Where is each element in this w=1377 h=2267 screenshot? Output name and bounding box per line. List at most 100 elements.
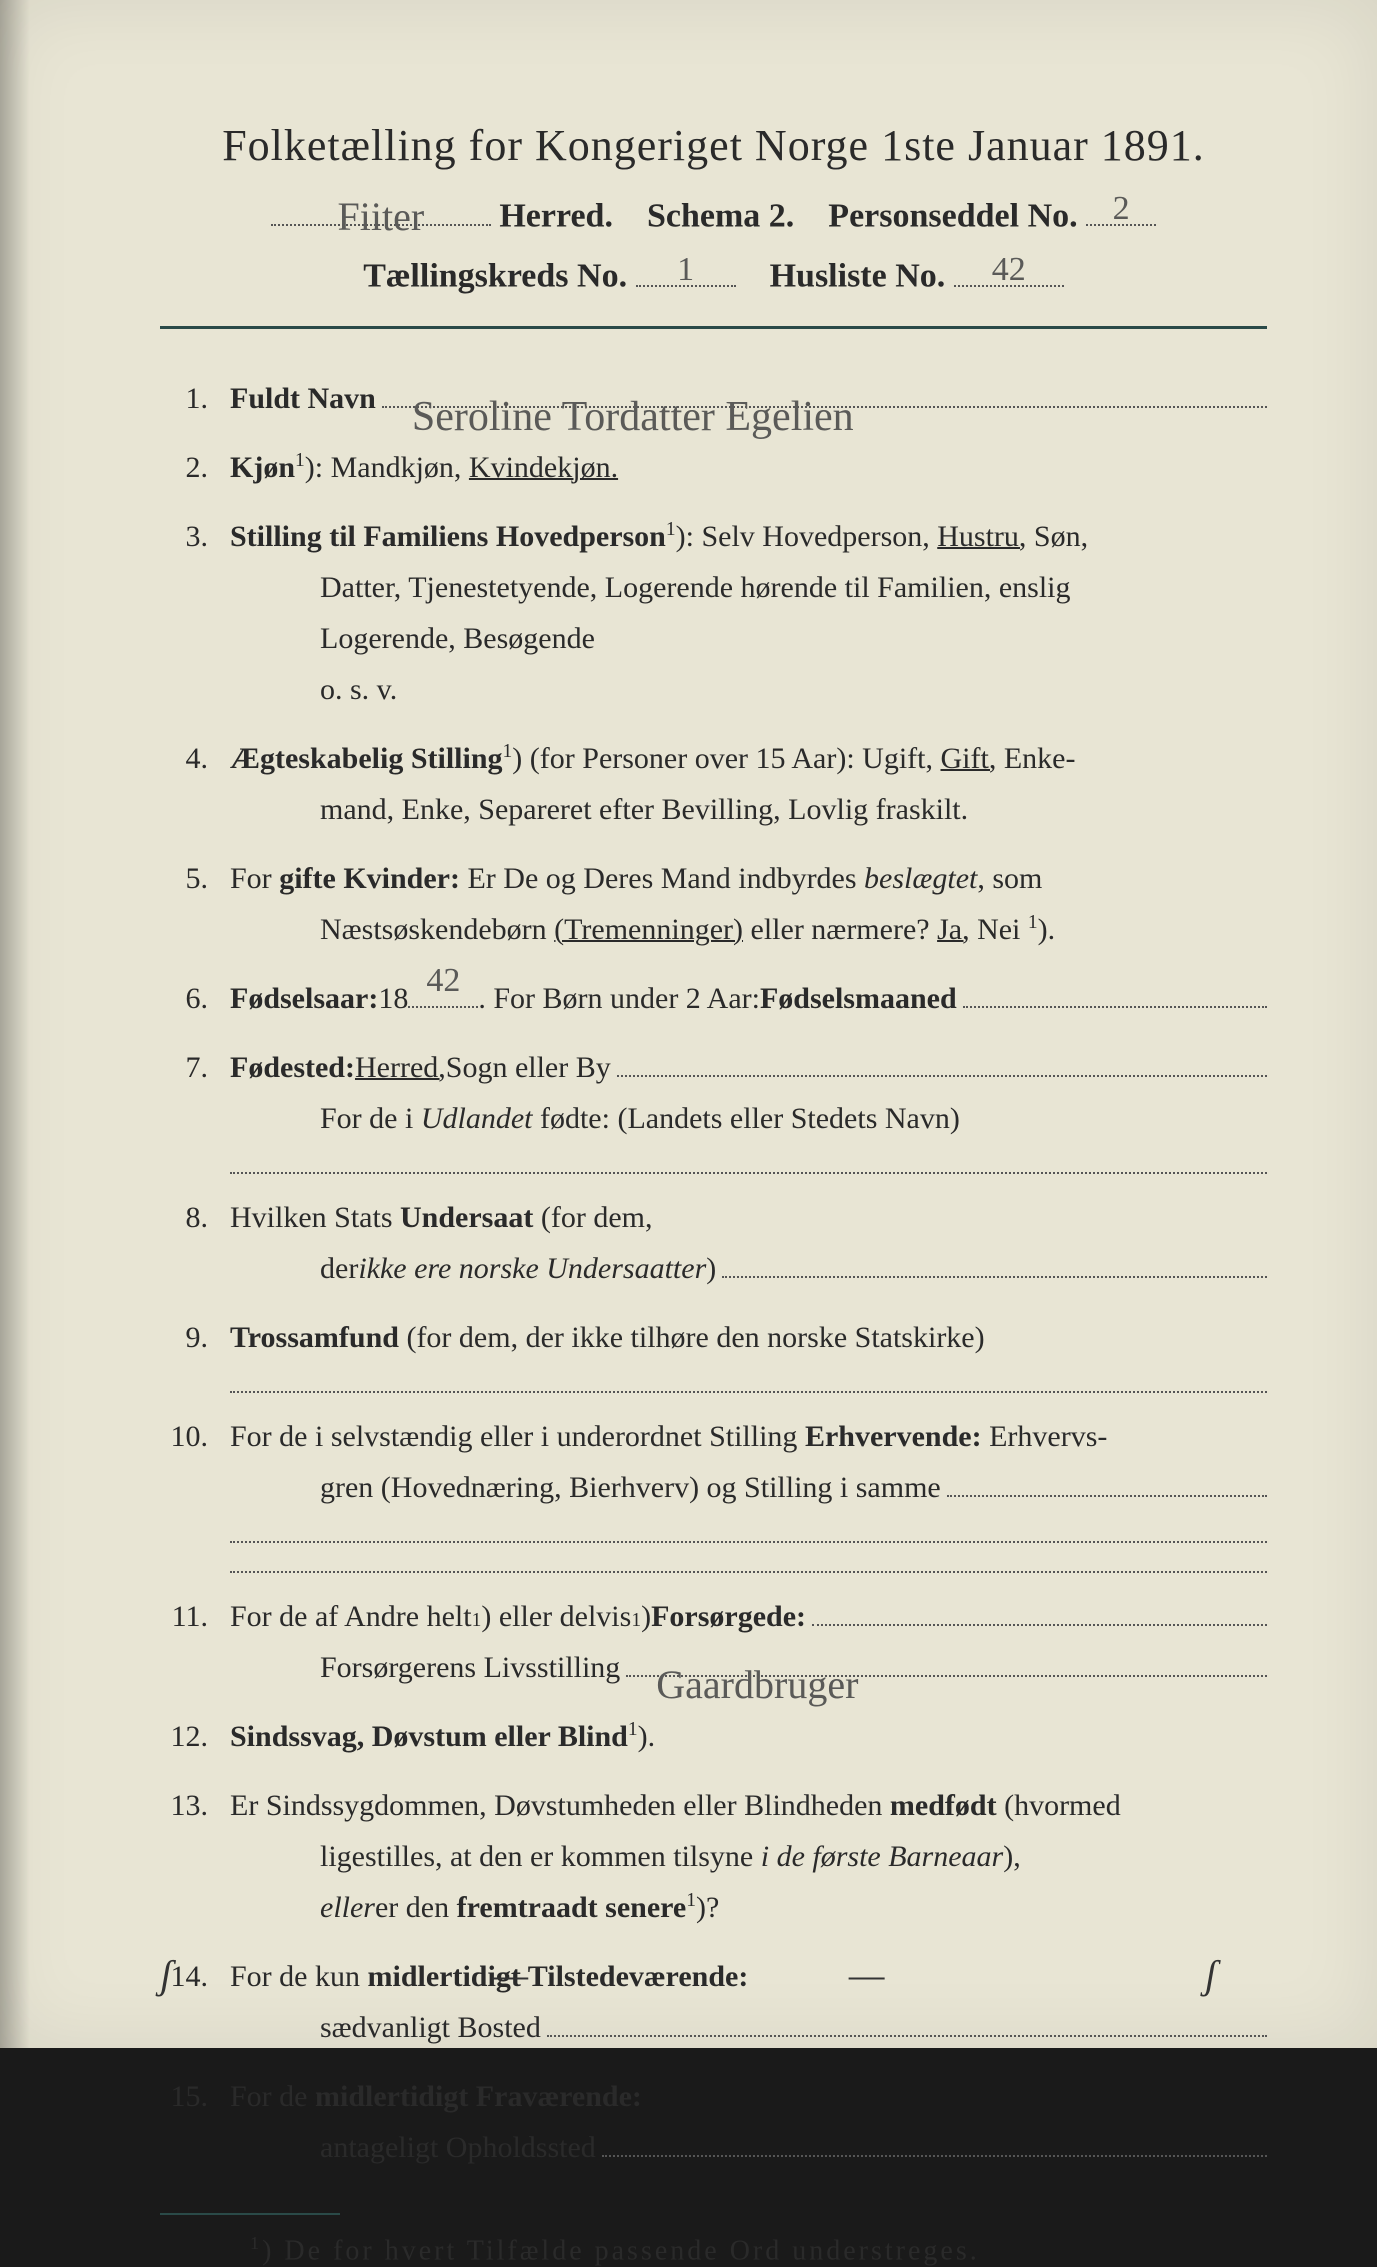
text: (for dem,: [533, 1201, 652, 1234]
text: ): Mandkjøn,: [305, 451, 469, 484]
header-line-2: Fiiter Herred. Schema 2. Personseddel No…: [160, 189, 1267, 235]
text: ): Selv Hovedperson,: [676, 520, 938, 553]
item-num: 8.: [160, 1192, 230, 1294]
text: Enke-: [996, 742, 1075, 775]
selected-option: Kvindekjøn.: [469, 451, 618, 484]
item-num: 5.: [160, 853, 230, 955]
text: . For Børn under 2 Aar:: [478, 973, 760, 1024]
item-num: 12.: [160, 1711, 230, 1762]
mark-icon: —: [849, 1951, 885, 1998]
provider-value: Gaardbruger: [656, 1651, 858, 1683]
text: Logerende, Besøgende: [230, 613, 1267, 664]
text: Er De og Deres Mand indbyrdes: [460, 862, 864, 895]
bold-text: Forsørgede:: [651, 1591, 806, 1642]
item-label: Kjøn: [230, 451, 295, 484]
item-label: Fuldt Navn: [230, 373, 376, 424]
text: For: [230, 862, 279, 895]
item-7: 7. Fødested: Herred, Sogn eller By For d…: [160, 1042, 1267, 1174]
item-num: 9.: [160, 1312, 230, 1393]
bold-text: medfødt: [890, 1789, 997, 1822]
item-label: Stilling til Familiens Hovedperson: [230, 520, 666, 553]
dotted-line: [230, 1144, 1267, 1174]
name-value: Seroline Tordatter Egelien: [412, 382, 854, 414]
text: Er Sindssygdommen, Døvstumheden eller Bl…: [230, 1789, 890, 1822]
item-6: 6. Fødselsaar: 1842. For Børn under 2 Aa…: [160, 973, 1267, 1024]
bold-text: gifte Kvinder:: [279, 862, 460, 895]
person-no-value: 2: [1113, 190, 1130, 228]
item-num: 15.: [160, 2071, 230, 2173]
sup: 1: [503, 741, 513, 762]
item-num: 13.: [160, 1780, 230, 1933]
person-no-field: 2: [1086, 189, 1156, 226]
sup: 1: [472, 1604, 482, 1637]
bold-text: midlertidigt Fraværende:: [315, 2080, 642, 2113]
item-num: 3.: [160, 511, 230, 715]
dotted-line: [230, 1543, 1267, 1573]
text: Nei: [970, 913, 1028, 946]
item-10: 10. For de i selvstændig eller i underor…: [160, 1411, 1267, 1573]
herred-label: Herred.: [499, 197, 613, 234]
footnote-sup: 1: [250, 2233, 262, 2253]
underlined-text: (Tremenninger): [554, 913, 743, 946]
scan-marks: ʃ — — ʃ: [0, 1951, 1377, 1998]
item-label: Fødselsaar:: [230, 973, 378, 1024]
item-label: Ægteskabelig Stilling: [230, 742, 503, 775]
item-num: 7.: [160, 1042, 230, 1174]
selected-option: Gift,: [941, 742, 997, 775]
text: , som: [977, 862, 1042, 895]
page-title: Folketælling for Kongeriget Norge 1ste J…: [160, 120, 1267, 171]
item-4: 4. Ægteskabelig Stilling1) (for Personer…: [160, 733, 1267, 835]
text: ).: [638, 1720, 656, 1753]
provider-field-1: [812, 1596, 1267, 1626]
text: der: [320, 1243, 358, 1294]
text: Næstsøskendebørn: [320, 913, 554, 946]
year-value: 42: [426, 952, 460, 1010]
kreds-field: 1: [636, 249, 736, 286]
text: Datter, Tjenestetyende, Logerende hørend…: [230, 562, 1267, 613]
bold-text: Erhvervende:: [805, 1420, 982, 1453]
birthplace-field: [617, 1047, 1267, 1077]
item-num: 1.: [160, 373, 230, 424]
dotted-line: [230, 1513, 1267, 1543]
item-9: 9. Trossamfund (for dem, der ikke tilhør…: [160, 1312, 1267, 1393]
item-15: 15. For de midlertidigt Fraværende: anta…: [160, 2071, 1267, 2173]
footnote: 1) De for hvert Tilfælde passende Ord un…: [160, 2233, 1267, 2267]
bold-text: Undersaat: [400, 1201, 533, 1234]
item-5: 5. For gifte Kvinder: Er De og Deres Man…: [160, 853, 1267, 955]
text: antageligt Opholdssted: [320, 2122, 596, 2173]
text: ),: [1003, 1840, 1021, 1873]
text: Forsørgerens Livsstilling: [320, 1642, 620, 1693]
text: ).: [1038, 913, 1056, 946]
footnote-text: ) De for hvert Tilfælde passende Ord und…: [262, 2235, 980, 2266]
residence-field: [547, 2007, 1267, 2037]
italic-text: ikke ere norske Undersaatter: [358, 1243, 706, 1294]
dotted-line: [230, 1363, 1267, 1393]
sup: 1: [666, 519, 676, 540]
year-prefix: 18: [378, 973, 408, 1024]
text: (hvormed: [997, 1789, 1121, 1822]
census-form-page: Folketælling for Kongeriget Norge 1ste J…: [0, 0, 1377, 2048]
header-line-3: Tællingskreds No. 1 Husliste No. 42: [160, 249, 1267, 295]
person-label: Personseddel No.: [828, 197, 1077, 234]
item-num: 6.: [160, 973, 230, 1024]
italic-text: beslægtet: [864, 862, 977, 895]
form-items: 1. Fuldt Navn Seroline Tordatter Egelien…: [160, 373, 1267, 2173]
text: er den: [375, 1891, 457, 1924]
selected-option: Hustru,: [937, 520, 1026, 553]
kreds-value: 1: [677, 251, 694, 289]
text: For de i: [320, 1102, 421, 1135]
sup: 1: [1028, 912, 1038, 933]
item-label: Fødested:: [230, 1042, 355, 1093]
mark-icon: —: [493, 1951, 529, 1998]
text: gren (Hovednæring, Bierhverv) og Stillin…: [320, 1462, 941, 1513]
year-field: 42: [408, 975, 478, 1008]
sup: 1: [295, 450, 305, 471]
footnote-rule: [160, 2213, 340, 2215]
sup: 1: [631, 1604, 641, 1637]
sup: 1: [628, 1719, 638, 1740]
text: Sogn eller By: [446, 1042, 611, 1093]
citizenship-field: [722, 1248, 1267, 1278]
text: For de i selvstændig eller i underordnet…: [230, 1420, 805, 1453]
husliste-field: 42: [954, 249, 1064, 286]
text: )?: [696, 1891, 719, 1924]
